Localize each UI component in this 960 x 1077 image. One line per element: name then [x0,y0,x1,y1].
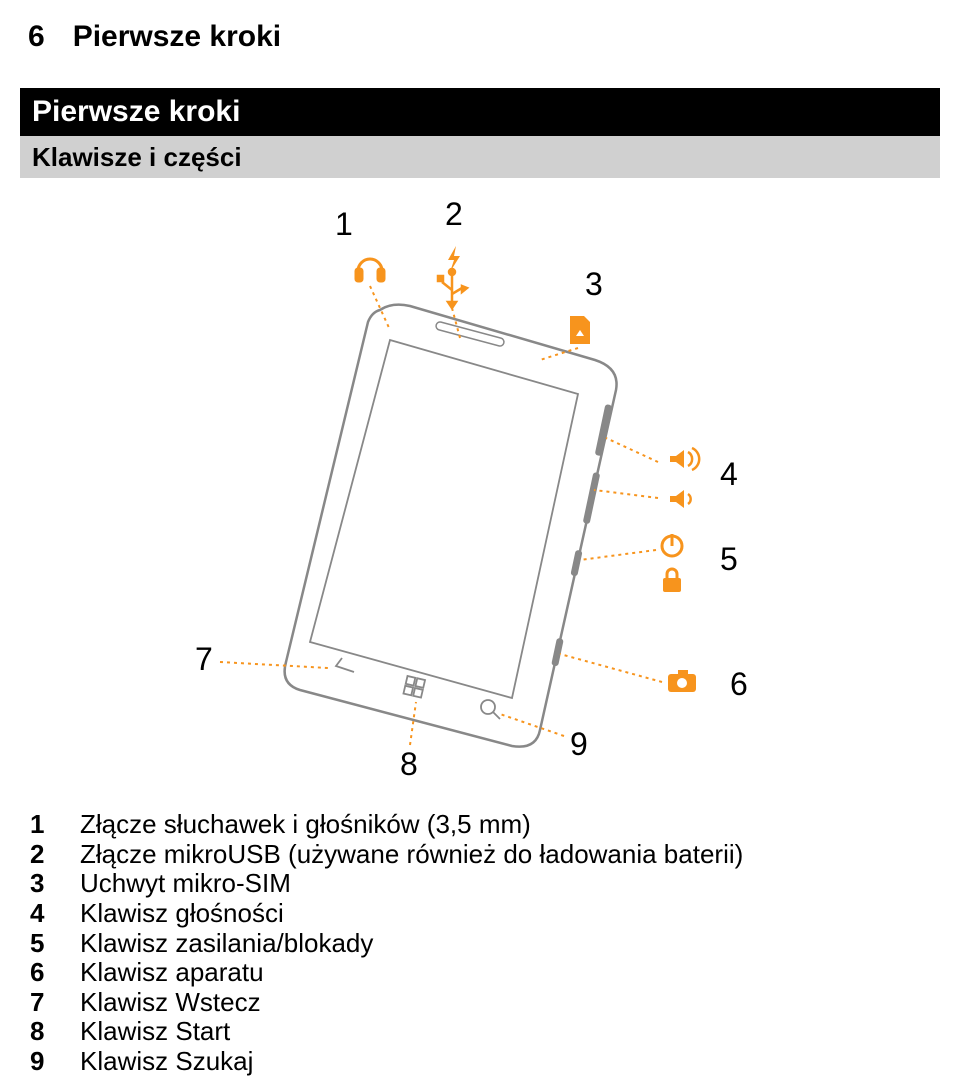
page-number: 6 [28,20,45,53]
svg-text:6: 6 [730,666,748,702]
section-title: Pierwsze kroki [32,95,240,129]
phone-outline [285,305,617,747]
legend-text: Klawisz Wstecz [80,988,261,1018]
legend-row: 3Uchwyt mikro-SIM [30,869,743,899]
legend-num: 5 [30,929,80,959]
legend-num: 7 [30,988,80,1018]
legend-text: Złącze słuchawek i głośników (3,5 mm) [80,810,531,840]
legend-row: 7Klawisz Wstecz [30,988,743,1018]
page-header: 6 Pierwsze kroki [28,20,281,54]
svg-text:4: 4 [720,456,738,492]
svg-text:3: 3 [585,266,603,302]
subsection-title: Klawisze i części [32,142,242,173]
legend-text: Klawisz Start [80,1017,230,1047]
legend-text: Klawisz zasilania/blokady [80,929,373,959]
legend-text: Klawisz głośności [80,899,284,929]
section-bar-gray: Klawisze i części [20,136,940,178]
legend-row: 4Klawisz głośności [30,899,743,929]
legend-text: Klawisz Szukaj [80,1047,253,1077]
callout-6: 6 [560,654,748,702]
svg-text:1: 1 [335,206,353,242]
legend-row: 8Klawisz Start [30,1017,743,1047]
section-bar-black: Pierwsze kroki [20,88,940,136]
phone-diagram: 1 2 [80,190,880,790]
legend-text: Klawisz aparatu [80,958,264,988]
legend-num: 4 [30,899,80,929]
header-title: Pierwsze kroki [73,20,281,53]
legend-text: Uchwyt mikro-SIM [80,869,291,899]
svg-text:7: 7 [195,641,213,677]
legend-row: 2Złącze mikroUSB (używane również do ład… [30,840,743,870]
legend-num: 2 [30,840,80,870]
legend-list: 1Złącze słuchawek i głośników (3,5 mm) 2… [30,810,743,1077]
legend-num: 6 [30,958,80,988]
legend-row: 5Klawisz zasilania/blokady [30,929,743,959]
page: 6 Pierwsze kroki Pierwsze kroki Klawisze … [0,0,960,1074]
svg-text:8: 8 [400,746,418,782]
legend-row: 9Klawisz Szukaj [30,1047,743,1077]
legend-row: 6Klawisz aparatu [30,958,743,988]
legend-num: 1 [30,810,80,840]
callout-4: 4 [594,438,738,508]
callout-5: 5 [580,534,738,592]
legend-num: 9 [30,1047,80,1077]
svg-text:9: 9 [570,726,588,762]
legend-row: 1Złącze słuchawek i głośników (3,5 mm) [30,810,743,840]
svg-text:5: 5 [720,541,738,577]
legend-num: 3 [30,869,80,899]
legend-num: 8 [30,1017,80,1047]
legend-text: Złącze mikroUSB (używane również do łado… [80,840,743,870]
svg-text:2: 2 [445,196,463,232]
